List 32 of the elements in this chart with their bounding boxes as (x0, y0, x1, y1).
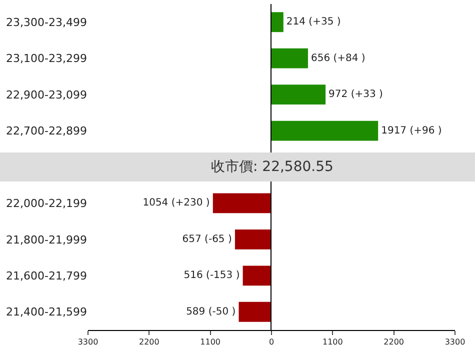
bar (234, 229, 272, 250)
bar (272, 84, 326, 105)
y-tick-label: 21,400-21,599 (6, 306, 87, 319)
y-tick-label: 22,000-22,199 (6, 197, 87, 210)
band-label: 收市價: 22,580.55 (211, 159, 334, 175)
bar (212, 193, 272, 214)
x-tick-label: 2200 (138, 338, 160, 347)
data-label: 972 (+33 ) (328, 89, 383, 100)
x-tick-label: 1100 (200, 338, 221, 347)
y-tick-label: 22,900-23,099 (6, 88, 87, 102)
bar (272, 12, 284, 32)
bar (238, 302, 272, 322)
y-tick-label: 23,100-23,299 (6, 52, 87, 66)
bar (242, 266, 272, 286)
y-tick-label: 21,800-21,999 (6, 233, 87, 246)
data-label: 516 (-153 ) (184, 270, 240, 282)
y-tick-label: 21,600-21,799 (6, 270, 87, 283)
bar (272, 120, 378, 141)
x-tick-label: 1100 (322, 338, 343, 347)
data-label: 589 (-50 ) (186, 306, 236, 318)
y-tick-label: 22,700-22,899 (6, 124, 87, 138)
y-tick-label: 23,300-23,499 (6, 16, 87, 29)
data-label: 657 (-65 ) (182, 234, 232, 245)
x-tick-label: 2200 (384, 338, 404, 347)
data-label: 1054 (+230 ) (142, 198, 210, 209)
data-label: 656 (+84 ) (310, 52, 366, 64)
data-label: 1917 (+96 ) (381, 125, 442, 136)
x-tick-label: 3300 (444, 338, 466, 347)
x-tick-label: 0 (268, 338, 274, 347)
x-tick-label: 3300 (78, 338, 98, 347)
bar (272, 48, 308, 68)
data-label: 214 (+35 ) (286, 16, 341, 28)
